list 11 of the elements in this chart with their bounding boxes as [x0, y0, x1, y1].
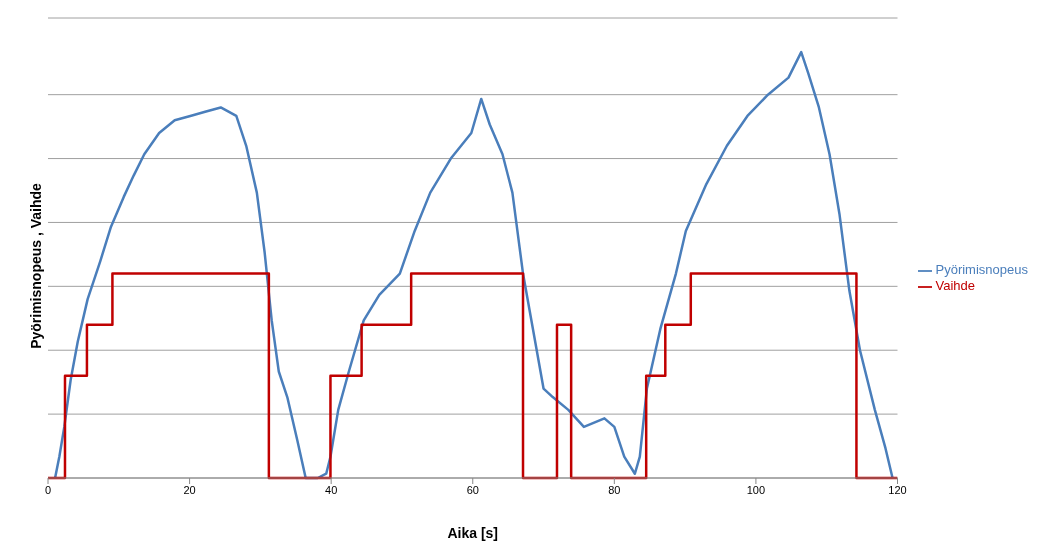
legend-label: Pyörimisnopeus	[935, 262, 1028, 278]
x-tick-label: 60	[466, 483, 479, 496]
y-axis-title: Pyörimisnopeus , Vaihde	[28, 183, 44, 349]
x-tick-label: 40	[325, 483, 338, 496]
x-tick-label: 80	[608, 483, 621, 496]
x-tick-label: 100	[746, 483, 766, 496]
x-tick-label: 120	[888, 483, 907, 496]
legend-label: Vaihde	[935, 278, 976, 293]
x-tick-label: 0	[44, 483, 52, 496]
x-axis-title: Aika [s]	[447, 525, 499, 541]
x-tick-label: 20	[183, 483, 196, 496]
